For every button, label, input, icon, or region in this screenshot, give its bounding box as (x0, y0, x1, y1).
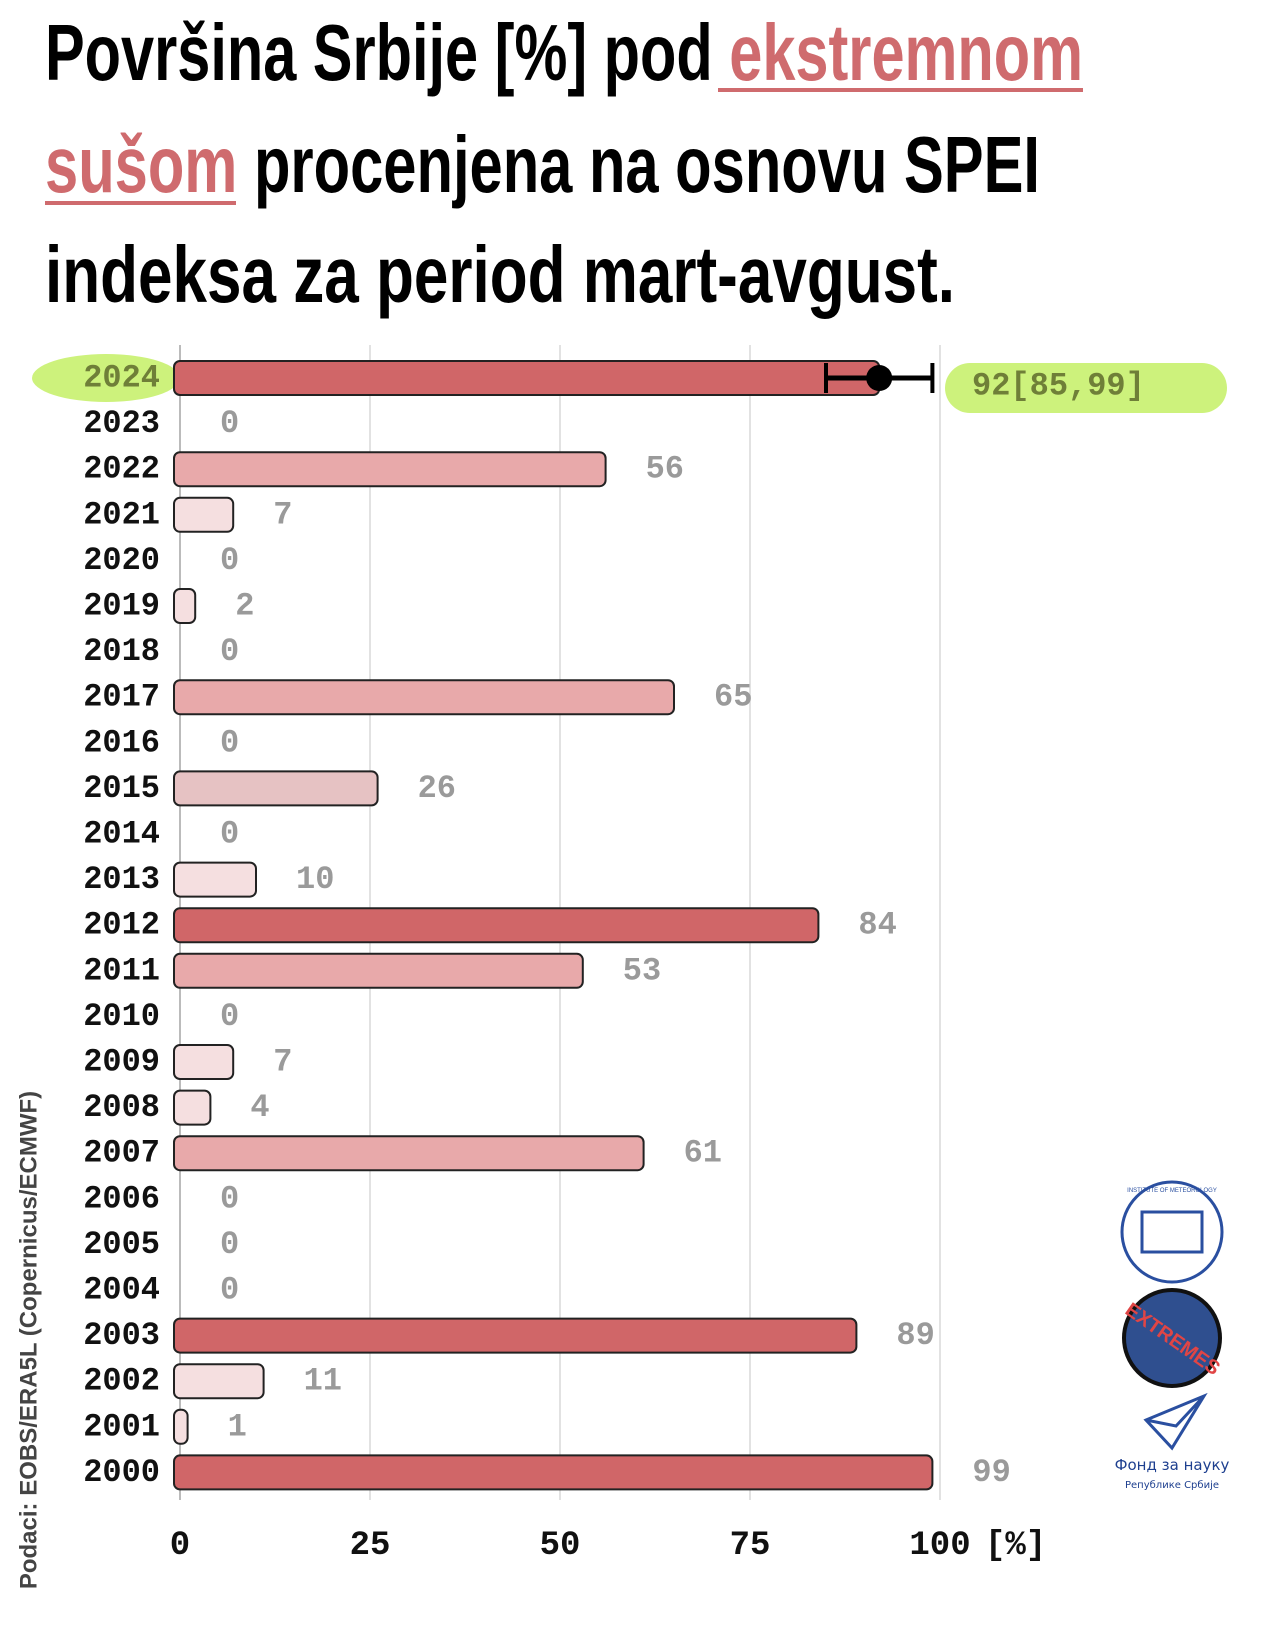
bar (173, 1408, 189, 1445)
y-tick-label: 2008 (83, 1089, 160, 1126)
value-label: 11 (304, 1363, 342, 1400)
value-label: 7 (273, 1043, 292, 1080)
y-tick-label: 2010 (83, 998, 160, 1035)
bar (173, 1363, 265, 1400)
value-label: 0 (220, 405, 239, 442)
bar (173, 496, 235, 533)
y-tick-label: 2019 (83, 587, 160, 624)
bar (173, 952, 584, 989)
title-text: procenjena na osnovu SPEI (254, 120, 1040, 209)
fund-logo (1143, 1392, 1208, 1451)
value-label: 0 (220, 542, 239, 579)
y-tick-label: 2002 (83, 1363, 160, 1400)
title-text: Površina Srbije [%] pod (45, 8, 713, 97)
value-label: 0 (220, 815, 239, 852)
point-estimate (866, 365, 893, 391)
y-tick-label: 2005 (83, 1226, 160, 1263)
value-label: 1 (228, 1408, 247, 1445)
institute-logo-text: INSTITUTE OF METEOROLOGY (1127, 1188, 1217, 1194)
fund-logo-subtext: Републике Србије (1125, 1479, 1219, 1491)
fund-logo-text: Фонд за науку (1115, 1456, 1230, 1474)
y-tick-label: 2020 (83, 542, 160, 579)
value-label: 0 (220, 1271, 239, 1308)
y-tick-label: 2003 (83, 1317, 160, 1354)
y-tick-label: 2013 (83, 861, 160, 898)
x-tick-label: 50 (540, 1527, 581, 1565)
value-label: 0 (220, 1180, 239, 1217)
source: Podaci: EOBS/ERA5L (Copernicus/ECMWF) (15, 1091, 42, 1589)
y-tick-label: 2006 (83, 1180, 160, 1217)
x-tick-label: 25 (350, 1527, 391, 1565)
value-label: 99 (972, 1454, 1010, 1491)
bar (173, 1044, 235, 1080)
bar (173, 861, 257, 898)
bar (173, 588, 197, 624)
value-label: 65 (714, 679, 752, 716)
y-tick-label: 2012 (83, 907, 160, 944)
value-label: 26 (418, 770, 456, 807)
value-label: 61 (684, 1135, 722, 1172)
extremes-logo (1122, 1288, 1222, 1388)
bar (173, 907, 820, 944)
bar (173, 1454, 934, 1491)
value-label: 10 (296, 861, 334, 898)
y-tick-label: 2001 (83, 1408, 160, 1445)
bar (173, 360, 881, 396)
bar (173, 1089, 212, 1126)
y-tick-label: 2004 (83, 1271, 160, 1308)
value-label: 2 (235, 587, 254, 624)
y-tick-label: 2021 (83, 496, 160, 533)
value-label: 89 (896, 1317, 934, 1354)
year-highlight (32, 354, 180, 402)
x-tick-label: 75 (730, 1527, 771, 1565)
value-label: 4 (250, 1089, 269, 1126)
y-tick-label: 2009 (83, 1043, 160, 1080)
value-label: 0 (220, 998, 239, 1035)
institute-logo (1120, 1180, 1224, 1284)
value-label: 84 (858, 907, 896, 944)
y-tick-label: 2014 (83, 815, 160, 852)
chart-title-line: indeksa za period mart-avgust. (45, 230, 955, 319)
chart-title-line: sušom procenjena na osnovu SPEI (45, 120, 1040, 209)
y-tick-label: 2024 (83, 359, 160, 396)
value-label: 7 (273, 496, 292, 533)
x-axis-unit: [%] (985, 1527, 1046, 1565)
y-tick-label: 2011 (83, 952, 160, 989)
chart-title-line: Površina Srbije [%] pod ekstremnom (45, 8, 1083, 97)
title-highlight: ekstremnom (729, 8, 1083, 97)
value-label: 53 (623, 952, 661, 989)
title-highlight: sušom (45, 120, 237, 209)
bar (173, 451, 607, 488)
y-tick-label: 2007 (83, 1135, 160, 1172)
value-label: 0 (220, 724, 239, 761)
y-tick-label: 2018 (83, 633, 160, 670)
y-tick-label: 2000 (83, 1454, 160, 1491)
x-tick-label: 100 (909, 1527, 970, 1565)
logos: INSTITUTE OF METEOROLOGY EXTREMES Фонд з… (1115, 1180, 1230, 1491)
bar (173, 1317, 858, 1354)
value-label: 92[85,99] (972, 367, 1145, 404)
bar (173, 770, 379, 807)
y-tick-label: 2016 (83, 724, 160, 761)
bar (173, 679, 675, 716)
value-label: 0 (220, 633, 239, 670)
y-tick-label: 2023 (83, 405, 160, 442)
institute-logo-building (1140, 1210, 1204, 1254)
bar (173, 1135, 645, 1172)
value-label: 56 (646, 451, 684, 488)
y-tick-label: 2022 (83, 451, 160, 488)
value-label: 0 (220, 1226, 239, 1263)
x-tick-label: 0 (170, 1527, 190, 1565)
label-highlight (945, 363, 1227, 413)
y-tick-label: 2015 (83, 770, 160, 807)
y-tick-label: 2017 (83, 679, 160, 716)
